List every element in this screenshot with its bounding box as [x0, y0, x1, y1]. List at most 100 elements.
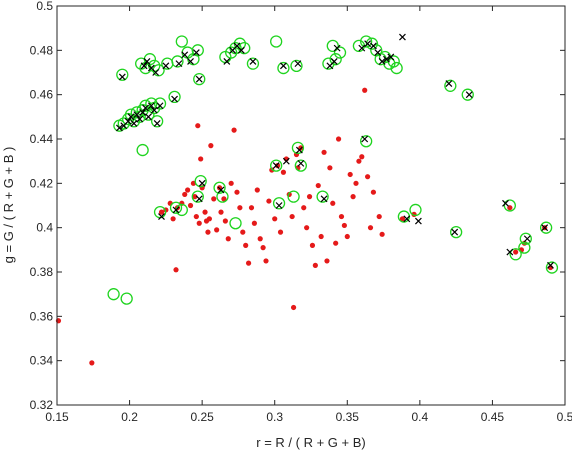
red-dot-point: [170, 216, 176, 222]
axes-box: [56, 5, 566, 406]
red-dot-point: [362, 87, 368, 93]
black-cross-point: [361, 135, 369, 143]
red-dot-point: [231, 127, 237, 133]
y-tick-label: 0.38: [30, 265, 54, 279]
y-tick-label: 0.42: [30, 176, 54, 190]
green-circle-point: [116, 68, 129, 81]
x-tick-label: 0.4: [412, 410, 429, 424]
red-dot-point: [185, 187, 191, 193]
red-dot-point: [324, 258, 330, 264]
red-dot-point: [277, 229, 284, 235]
x-axis-ticks: 0.15 0.2 0.25 0.3 0.35 0.4 0.45 0.5: [45, 6, 572, 424]
black-cross-point: [156, 102, 164, 110]
red-dot-point: [359, 154, 365, 160]
red-dot-point: [272, 216, 278, 222]
red-dot-point: [269, 167, 275, 173]
red-dot-point: [211, 196, 217, 202]
green-circle-point: [191, 190, 204, 203]
red-dot-point: [221, 196, 227, 202]
red-dot-point: [309, 242, 316, 248]
green-circle-point: [390, 61, 403, 75]
red-dot-point: [335, 136, 342, 142]
green-circle-point: [193, 73, 206, 86]
green-circle-point: [360, 135, 373, 148]
red-dot-point: [218, 209, 224, 215]
red-dot-point: [306, 194, 313, 200]
green-circle-point: [153, 97, 167, 110]
green-circle-point: [150, 115, 164, 128]
red-dot-point: [275, 163, 281, 169]
y-tick-label: 0.48: [30, 43, 54, 57]
black-cross-point: [295, 146, 303, 154]
red-dot-point: [356, 158, 362, 164]
black-cross-point: [153, 120, 161, 127]
black-cross-point: [333, 44, 341, 52]
black-cross-point: [364, 40, 372, 48]
black-cross-point: [374, 49, 382, 56]
black-cross-point: [198, 179, 206, 187]
green-circle-point: [449, 225, 463, 239]
red-dot-point: [301, 205, 307, 211]
x-tick-label: 0.35: [336, 410, 360, 424]
black-cross-point: [358, 44, 366, 52]
green-circle-point: [136, 143, 149, 157]
red-dot-point: [192, 194, 198, 200]
black-cross-point: [465, 91, 473, 99]
red-dot-point: [187, 202, 194, 209]
x-tick-label: 0.15: [45, 410, 69, 424]
red-dot-point: [245, 260, 252, 266]
dots-layer: [55, 87, 554, 366]
red-dot-point: [353, 180, 359, 186]
green-circle-point: [270, 159, 283, 172]
black-cross-point: [145, 113, 152, 121]
red-dot-point: [350, 194, 356, 200]
black-cross-point: [445, 80, 453, 88]
y-axis-label: g = G / ( R + G + B ): [1, 147, 16, 264]
red-dot-point: [344, 233, 350, 240]
green-circle-point: [545, 261, 559, 274]
red-dot-point: [251, 220, 257, 226]
red-dot-point: [158, 209, 165, 215]
red-dot-point: [338, 213, 345, 220]
y-tick-label: 0.5: [36, 0, 53, 13]
red-dot-point: [304, 225, 310, 231]
green-circle-point: [539, 221, 553, 234]
red-dot-point: [376, 213, 382, 220]
red-dot-point: [333, 240, 339, 246]
red-dot-point: [341, 222, 347, 229]
green-circle-point: [107, 288, 120, 301]
red-dot-point: [318, 233, 324, 240]
red-dot-point: [173, 267, 179, 273]
y-tick-label: 0.46: [30, 88, 54, 102]
black-cross-point: [118, 73, 126, 81]
y-tick-label: 0.4: [36, 221, 53, 235]
green-circle-point: [365, 37, 379, 50]
red-dot-point: [237, 205, 243, 211]
x-tick-label: 0.25: [190, 410, 214, 424]
green-circle-point: [277, 61, 290, 75]
y-axis-ticks: 0.32 0.34 0.36 0.38 0.4 0.42 0.44 0.46 0.48 0.5: [30, 0, 565, 412]
black-cross-point: [294, 60, 302, 68]
red-dot-point: [260, 245, 266, 251]
red-dot-point: [370, 189, 377, 195]
red-dot-point: [347, 171, 353, 178]
black-cross-point: [223, 57, 231, 65]
black-cross-point: [403, 215, 411, 223]
black-cross-point: [133, 111, 141, 119]
green-circle-point: [333, 46, 347, 59]
red-dot-point: [266, 198, 272, 204]
black-cross-point: [115, 124, 123, 132]
red-dot-point: [507, 205, 513, 211]
red-dot-point: [365, 174, 371, 180]
black-cross-point: [139, 108, 147, 116]
x-tick-label: 0.2: [121, 410, 138, 424]
green-circle-point: [294, 159, 307, 172]
red-dot-point: [89, 360, 95, 366]
green-circle-point: [213, 181, 226, 194]
red-dot-point: [234, 189, 240, 195]
green-circle-point: [503, 199, 516, 212]
green-circle-point: [360, 35, 373, 48]
y-tick-label: 0.32: [30, 398, 54, 412]
black-cross-point: [502, 199, 509, 207]
black-cross-point: [171, 95, 178, 103]
